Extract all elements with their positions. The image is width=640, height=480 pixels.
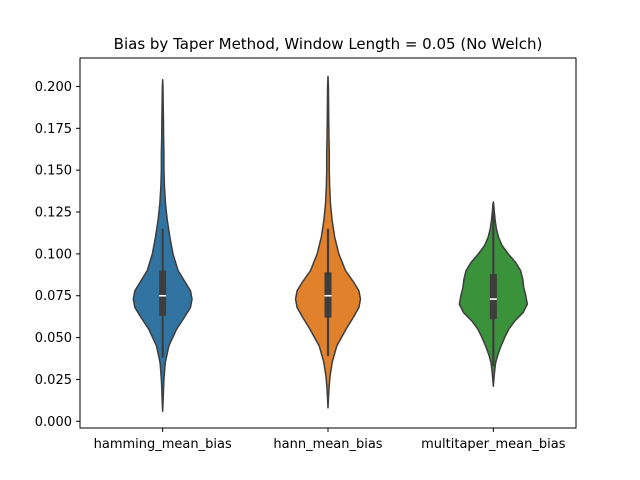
y-tick-label: 0.125	[35, 206, 72, 221]
violin-hamming_mean_bias	[132, 79, 193, 413]
x-axis: hamming_mean_bias hann_mean_bias multitape…	[94, 428, 566, 452]
y-tick-label: 0.000	[35, 415, 72, 430]
y-tick-label: 0.025	[35, 373, 72, 388]
x-tick-label: hamming_mean_bias	[94, 437, 232, 452]
y-tick-label: 0.200	[35, 80, 72, 95]
y-tick-label: 0.175	[35, 122, 72, 137]
y-axis: 0.000 0.025 0.050 0.075 0.100 0.125 0.150 0.175…	[35, 80, 80, 430]
plot-area	[132, 75, 529, 413]
violin-hann_mean_bias	[294, 75, 362, 409]
chart-title: Bias by Taper Method, Window Length = 0.…	[114, 35, 543, 53]
y-tick-label: 0.100	[35, 247, 72, 262]
y-tick-label: 0.150	[35, 164, 72, 179]
y-tick-label: 0.050	[35, 331, 72, 346]
violin-iqr-box	[324, 272, 332, 318]
violin-iqr-box	[489, 273, 497, 320]
x-tick-label: multitaper_mean_bias	[421, 437, 566, 452]
y-tick-label: 0.075	[35, 289, 72, 304]
x-tick-label: hann_mean_bias	[273, 437, 382, 452]
violin-iqr-box	[159, 270, 167, 316]
violin-multitaper_mean_bias	[458, 201, 529, 387]
